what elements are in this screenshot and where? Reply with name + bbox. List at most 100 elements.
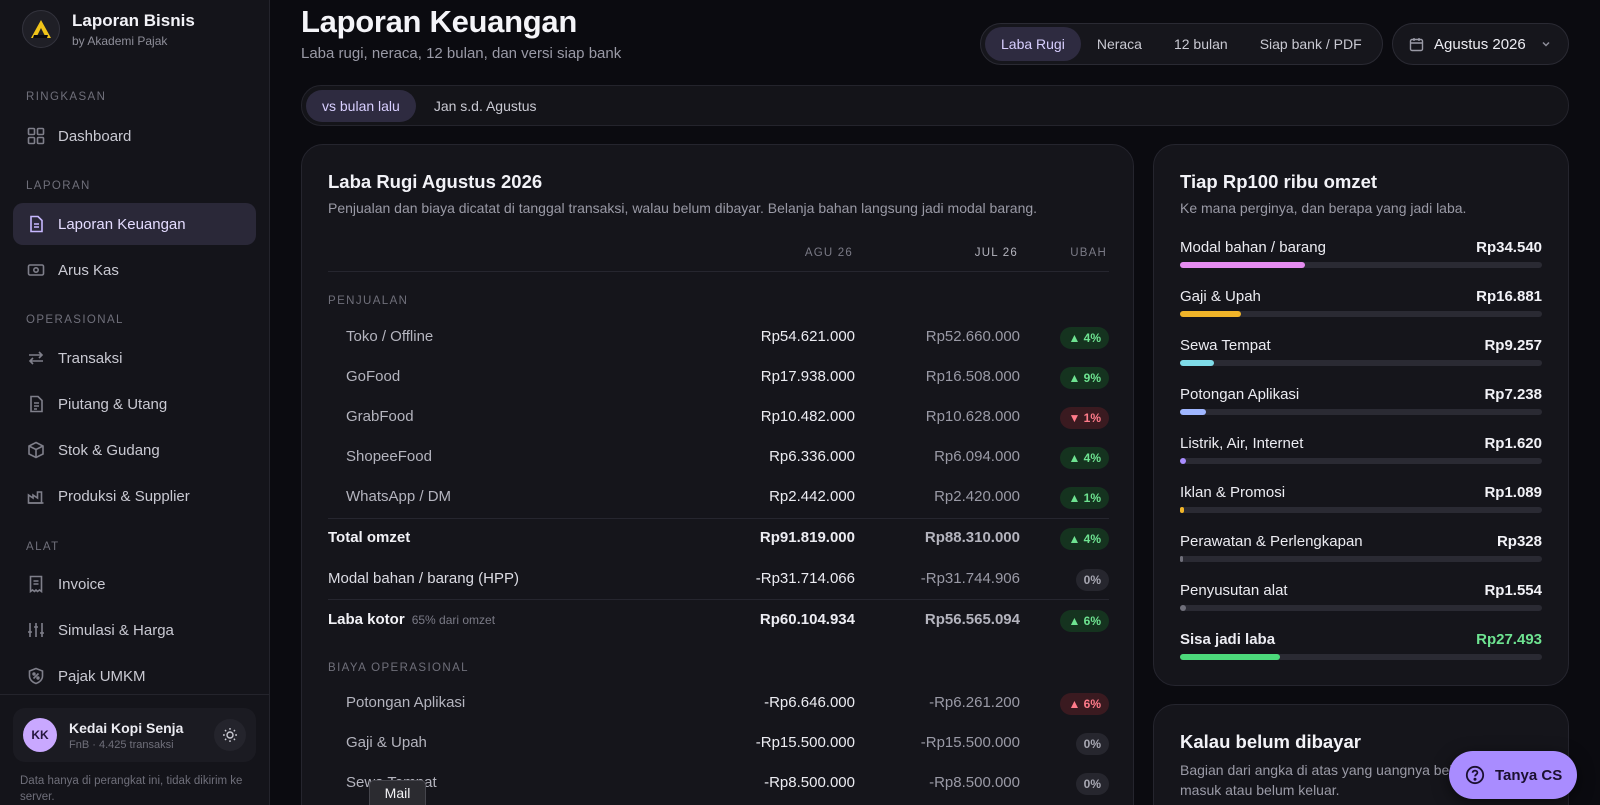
- period-label: Agustus 2026: [1434, 35, 1526, 53]
- breakdown-label: Penyusutan alat: [1180, 582, 1288, 599]
- row-current: Rp60.104.934: [759, 611, 855, 628]
- breakdown-label: Gaji & Upah: [1180, 288, 1261, 305]
- breakdown-value: Rp9.257: [1484, 337, 1542, 354]
- dock-tooltip: Mail: [369, 780, 426, 805]
- sidebar-item-produksi-supplier[interactable]: Produksi & Supplier: [13, 475, 256, 517]
- breakdown-bar-fill: [1180, 605, 1186, 611]
- change-badge: ▲ 9%: [1060, 367, 1109, 389]
- sliders-icon: [26, 620, 46, 640]
- user-card[interactable]: KK Kedai Kopi Senja FnB · 4.425 transaks…: [13, 708, 256, 762]
- row-current: -Rp31.714.066: [755, 570, 855, 587]
- sidebar-item-simulasi-harga[interactable]: Simulasi & Harga: [13, 609, 256, 651]
- sidebar-item-pajak-umkm[interactable]: Pajak UMKM: [13, 655, 256, 697]
- section-label-ringkasan: RINGKASAN: [26, 91, 107, 103]
- row-previous: -Rp31.744.906: [920, 570, 1020, 587]
- breakdown-bar-track: [1180, 360, 1542, 366]
- breakdown-bar-fill: [1180, 262, 1305, 268]
- change-badge: ▲ 6%: [1060, 693, 1109, 715]
- help-chat-button[interactable]: Tanya CS: [1449, 751, 1577, 799]
- change-badge: ▼ 1%: [1060, 407, 1109, 429]
- tab-siap-bank-pdf[interactable]: Siap bank / PDF: [1259, 36, 1362, 52]
- sidebar-divider: [0, 694, 270, 695]
- unpaid-subtitle: Bagian dari angka di atas yang uangnya b…: [1180, 762, 1472, 798]
- sidebar-item-arus-kas[interactable]: Arus Kas: [13, 249, 256, 291]
- sidebar-item-stok-gudang[interactable]: Stok & Gudang: [13, 429, 256, 471]
- sun-icon: [222, 727, 238, 743]
- help-label: Tanya CS: [1495, 766, 1563, 784]
- brand[interactable]: Laporan Bisnis by Akademi Pajak: [22, 10, 195, 48]
- sidebar-item-laporan-keuangan[interactable]: Laporan Keuangan: [13, 203, 256, 245]
- sidebar-item-label: Invoice: [58, 575, 106, 593]
- sidebar-item-piutang-utang[interactable]: Piutang & Utang: [13, 383, 256, 425]
- sidebar-item-invoice[interactable]: Invoice: [13, 563, 256, 605]
- breakdown-item: Listrik, Air, Internet Rp1.620: [1180, 435, 1542, 475]
- sidebar-item-label: Laporan Keuangan: [58, 215, 186, 233]
- page-title: Laporan Keuangan: [301, 4, 577, 39]
- unpaid-title: Kalau belum dibayar: [1180, 731, 1361, 752]
- breakdown-item: Sewa Tempat Rp9.257: [1180, 337, 1542, 377]
- row-label: GrabFood: [346, 408, 414, 425]
- change-badge: ▲ 4%: [1060, 447, 1109, 469]
- row-previous: Rp2.420.000: [934, 488, 1020, 505]
- comparison-toggle: vs bulan lalu Jan s.d. Agustus: [301, 85, 1569, 126]
- revenue-breakdown-card: Tiap Rp100 ribu omzet Ke mana perginya, …: [1153, 144, 1569, 686]
- breakdown-bar-track: [1180, 507, 1542, 513]
- change-badge: 0%: [1075, 733, 1109, 755]
- breakdown-value: Rp1.089: [1484, 484, 1542, 501]
- tax-badge-icon: [26, 666, 46, 686]
- compare-vs-last-month[interactable]: vs bulan lalu: [306, 89, 416, 122]
- breakdown-bar-track: [1180, 556, 1542, 562]
- gross-profit-row: Laba kotor 65% dari omzet Rp60.104.934 Rp…: [328, 600, 1109, 640]
- gross-margin-note: 65% dari omzet: [411, 613, 496, 627]
- change-badge: ▲ 4%: [1060, 327, 1109, 349]
- section-label-operasional: OPERASIONAL: [26, 314, 124, 326]
- profit-loss-card: Laba Rugi Agustus 2026 Penjualan dan bia…: [301, 144, 1134, 805]
- compare-year-to-date[interactable]: Jan s.d. Agustus: [433, 97, 537, 114]
- divider: [328, 271, 1109, 272]
- divider: [328, 599, 1109, 600]
- gross-profit-label: Laba kotor: [328, 611, 405, 628]
- breakdown-bar-track: [1180, 654, 1542, 660]
- invoice-icon: [26, 574, 46, 594]
- breakdown-value: Rp328: [1496, 533, 1542, 550]
- breakdown-bar-fill: [1180, 654, 1280, 660]
- tab-laba-rugi[interactable]: Laba Rugi: [985, 27, 1081, 61]
- breakdown-label: Listrik, Air, Internet: [1180, 435, 1304, 452]
- change-badge: 0%: [1075, 569, 1109, 591]
- divider: [328, 518, 1109, 519]
- row-previous: Rp56.565.094: [924, 611, 1020, 628]
- privacy-note: Data hanya di perangkat ini, tidak dikir…: [20, 775, 243, 803]
- tab-12-bulan[interactable]: 12 bulan: [1173, 36, 1228, 52]
- table-row: Potongan Aplikasi -Rp6.646.000 -Rp6.261.…: [328, 683, 1109, 723]
- sidebar-item-label: Arus Kas: [58, 261, 119, 279]
- breakdown-label: Perawatan & Perlengkapan: [1180, 533, 1363, 550]
- row-label: Total omzet: [328, 529, 411, 546]
- breakdown-item: Modal bahan / barang Rp34.540: [1180, 239, 1542, 279]
- sidebar-item-label: Transaksi: [58, 349, 123, 367]
- breakdown-item: Sisa jadi laba Rp27.493: [1180, 631, 1542, 671]
- period-picker[interactable]: Agustus 2026: [1392, 23, 1569, 65]
- sidebar-item-dashboard[interactable]: Dashboard: [13, 115, 256, 157]
- row-current: Rp54.621.000: [760, 328, 855, 345]
- user-name: Kedai Kopi Senja: [69, 719, 184, 736]
- breakdown-label: Iklan & Promosi: [1180, 484, 1286, 501]
- brand-logo-icon: [22, 10, 60, 48]
- brand-title: Laporan Bisnis: [72, 10, 195, 30]
- change-badge: ▲ 4%: [1060, 528, 1109, 550]
- theme-toggle-button[interactable]: [214, 719, 246, 751]
- row-previous: Rp10.628.000: [925, 408, 1020, 425]
- row-current: Rp6.336.000: [769, 448, 855, 465]
- change-badge: ▲ 1%: [1060, 487, 1109, 509]
- sidebar-item-transaksi[interactable]: Transaksi: [13, 337, 256, 379]
- table-row: WhatsApp / DM Rp2.442.000 Rp2.420.000 ▲ …: [328, 477, 1109, 517]
- pl-title: Laba Rugi Agustus 2026: [328, 171, 543, 192]
- sidebar-item-label: Dashboard: [58, 127, 132, 145]
- breakdown-item: Perawatan & Perlengkapan Rp328: [1180, 533, 1542, 573]
- tab-neraca[interactable]: Neraca: [1096, 36, 1142, 52]
- document-icon: [26, 214, 46, 234]
- factory-icon: [26, 486, 46, 506]
- breakdown-bar-track: [1180, 458, 1542, 464]
- breakdown-value: Rp16.881: [1476, 288, 1542, 305]
- row-label: GoFood: [346, 368, 401, 385]
- row-previous: Rp52.660.000: [925, 328, 1020, 345]
